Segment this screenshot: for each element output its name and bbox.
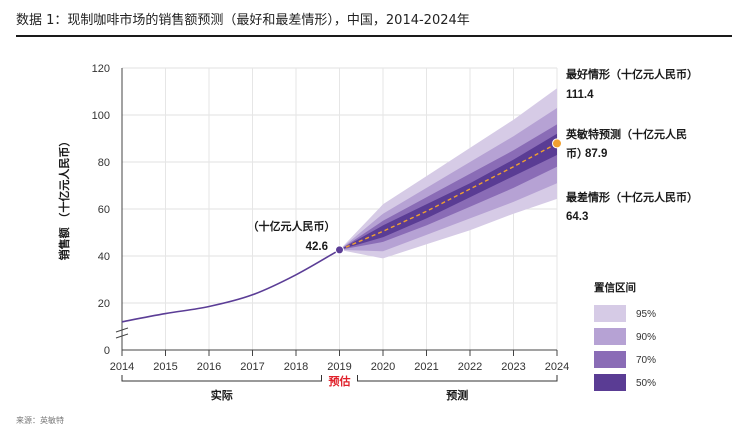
series-lines — [121, 138, 562, 323]
x-tick-label-2014: 2014 — [110, 361, 134, 373]
point-2024 — [552, 138, 562, 149]
start-value-label: 42.6 — [306, 241, 328, 253]
point-2019 — [335, 245, 344, 255]
x-tick-label-2015: 2015 — [153, 361, 177, 373]
legend-swatch-50pct — [594, 374, 626, 391]
forecast-bracket — [357, 375, 558, 382]
x-tick-label-2021: 2021 — [414, 361, 438, 373]
tick-labels: 0 20 40 60 80 100 120 2014 2015 2016 2017 2018 2019 2… — [92, 63, 570, 373]
confidence-bands — [339, 88, 557, 259]
y-tick-label-60: 60 — [98, 204, 110, 216]
x-tick-label-2022: 2022 — [458, 361, 482, 373]
y-tick-label-40: 40 — [98, 251, 110, 263]
mintel-forecast-label-2: 币） — [566, 147, 588, 160]
x-tick-label-2024: 2024 — [545, 361, 569, 373]
period-estimate: 预估 — [329, 374, 351, 388]
legend-label-70pct: 70% — [636, 355, 656, 366]
chart-title: 数据 1：现制咖啡市场的销售额预测（最好和最差情形），中国，2014-2024年 — [16, 13, 470, 28]
y-tick-label-20: 20 — [98, 298, 110, 310]
x-tick-label-2016: 2016 — [197, 361, 221, 373]
x-tick-label-2020: 2020 — [371, 361, 395, 373]
y-tick-label-0: 0 — [104, 345, 110, 357]
source-note: 来源：英敏特 — [16, 416, 64, 425]
mintel-forecast-value: 87.9 — [585, 148, 607, 160]
y-tick-label-80: 80 — [98, 157, 110, 169]
y-tick-label-100: 100 — [92, 110, 110, 122]
y-tick-label-120: 120 — [92, 63, 110, 75]
x-tick-label-2018: 2018 — [284, 361, 308, 373]
legend-label-50pct: 50% — [636, 378, 656, 389]
worst-case-label: 最差情形（十亿元人民币） — [566, 190, 698, 204]
y-axis-break — [115, 327, 129, 339]
legend-swatch-95pct — [594, 305, 626, 322]
band-70pct — [339, 124, 557, 250]
y-axis-label: 销售额 （十亿元人民币） — [57, 136, 71, 261]
legend-label-95pct: 95% — [636, 309, 656, 320]
period-actual: 实际 — [211, 388, 233, 402]
actual-bracket — [121, 375, 322, 382]
start-unit-label: （十亿元人民币） — [248, 219, 336, 233]
legend-swatch-90pct — [594, 328, 626, 345]
legend-title: 置信区间 — [594, 281, 636, 294]
best-case-label: 最好情形（十亿元人民币） — [566, 67, 698, 81]
actual-line — [121, 249, 340, 323]
legend: 置信区间 95% 90% 70% 50% — [594, 281, 656, 391]
axes — [115, 68, 558, 356]
legend-swatch-70pct — [594, 351, 626, 368]
mintel-forecast-label-1: 英敏特预测（十亿元人民 — [565, 127, 687, 141]
legend-label-90pct: 90% — [636, 332, 656, 343]
forecast-line — [339, 142, 558, 251]
title-rule — [16, 35, 732, 37]
annotations: （十亿元人民币） 42.6 最好情形（十亿元人民币） 111.4 英敏特预测（十亿元人民… — [248, 67, 699, 253]
band-50pct — [339, 133, 557, 250]
period-forecast: 预测 — [446, 388, 468, 402]
x-tick-label-2023: 2023 — [501, 361, 525, 373]
best-case-value: 111.4 — [566, 89, 594, 101]
x-tick-label-2017: 2017 — [240, 361, 264, 373]
worst-case-value: 64.3 — [566, 211, 588, 223]
x-tick-label-2019: 2019 — [327, 361, 351, 373]
